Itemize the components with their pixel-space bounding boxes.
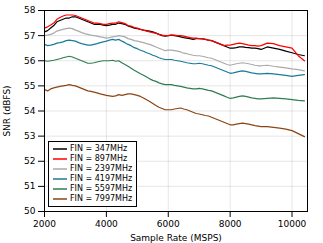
svg-text:50: 50 — [24, 206, 36, 216]
svg-text:2000: 2000 — [33, 219, 56, 229]
html-text:FIN = 897MHz: FIN = 897MHz — [70, 154, 128, 163]
svg-text:55: 55 — [24, 81, 35, 91]
svg-text:10000: 10000 — [278, 219, 307, 229]
svg-text:52: 52 — [24, 156, 35, 166]
svg-text:Sample Rate (MSPS): Sample Rate (MSPS) — [130, 233, 222, 243]
html-text:FIN = 5597MHz: FIN = 5597MHz — [70, 184, 133, 193]
svg-text:58: 58 — [24, 5, 36, 15]
svg-text:54: 54 — [24, 106, 36, 116]
svg-text:56: 56 — [24, 56, 36, 66]
svg-text:SNR (dBFS): SNR (dBFS) — [2, 85, 12, 136]
html-text:FIN = 2397MHz: FIN = 2397MHz — [70, 164, 133, 173]
svg-text:4000: 4000 — [95, 219, 118, 229]
svg-text:8000: 8000 — [219, 219, 242, 229]
svg-text:57: 57 — [24, 31, 35, 41]
html-text:FIN = 347MHz: FIN = 347MHz — [70, 144, 128, 153]
html-text:FIN = 7997MHz: FIN = 7997MHz — [70, 194, 133, 203]
svg-text:6000: 6000 — [157, 219, 180, 229]
svg-text:53: 53 — [24, 131, 35, 141]
html-text:FIN = 4197MHz: FIN = 4197MHz — [70, 174, 133, 183]
svg-text:51: 51 — [24, 181, 35, 191]
